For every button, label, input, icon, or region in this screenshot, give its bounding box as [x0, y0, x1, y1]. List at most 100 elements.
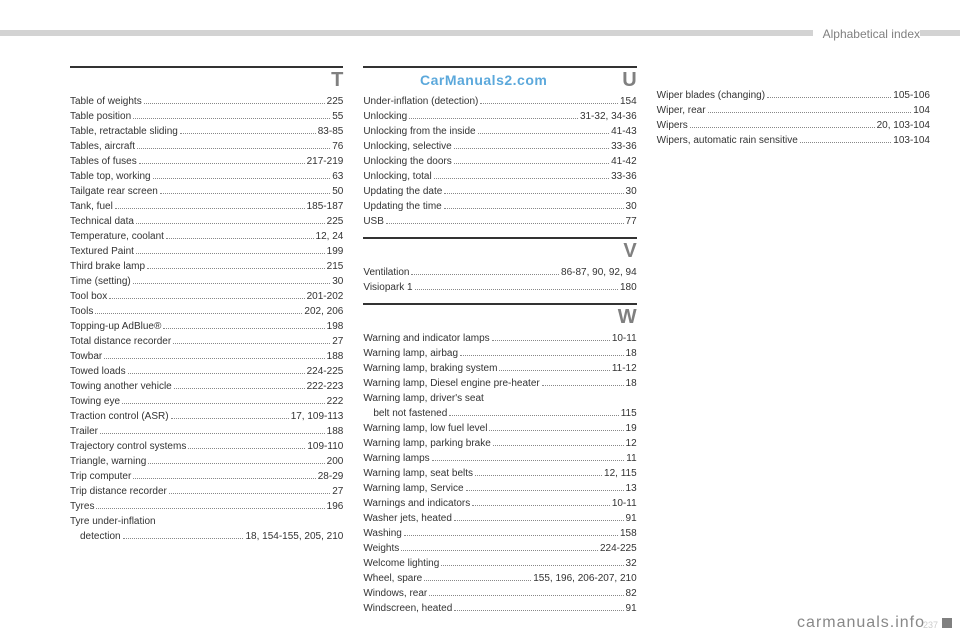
index-entry-label: Warning lamp, low fuel level: [363, 421, 487, 436]
leader-dots: [466, 490, 624, 491]
index-entry-pages: 31-32, 34-36: [580, 109, 637, 124]
index-entry-label: Visiopark 1: [363, 280, 412, 295]
index-entry-label: Textured Paint: [70, 244, 134, 259]
index-entry-label: Towing eye: [70, 394, 120, 409]
index-entry-label: Trip distance recorder: [70, 484, 167, 499]
leader-dots: [115, 208, 305, 209]
leader-dots: [188, 448, 305, 449]
index-entry-label: Technical data: [70, 214, 134, 229]
index-entry: Warning lamp, seat belts12, 115: [363, 466, 636, 481]
leader-dots: [492, 340, 610, 341]
section-letter-W: W: [363, 307, 636, 331]
index-entry-label: Tables of fuses: [70, 154, 137, 169]
index-entry: Wiper blades (changing)105-106: [657, 88, 930, 103]
index-entry-pages: 30: [626, 199, 637, 214]
column-2: UUnder-inflation (detection)154Unlocking…: [363, 58, 636, 616]
index-entry-pages: 50: [332, 184, 343, 199]
index-entry: Time (setting)30: [70, 274, 343, 289]
index-entry: Under-inflation (detection)154: [363, 94, 636, 109]
index-entry-label: Trip computer: [70, 469, 131, 484]
leader-dots: [123, 538, 244, 539]
index-entry: Washer jets, heated91: [363, 511, 636, 526]
index-entry-pages: 18, 154-155, 205, 210: [245, 529, 343, 544]
leader-dots: [109, 298, 304, 299]
index-entry: Trip computer28-29: [70, 469, 343, 484]
index-entry-pages: 33-36: [611, 169, 637, 184]
index-entry-pages: 30: [332, 274, 343, 289]
index-entry-pages: 10-11: [612, 496, 637, 511]
index-entry-pages: 158: [620, 526, 637, 541]
index-entry: Unlocking, selective33-36: [363, 139, 636, 154]
leader-dots: [133, 118, 330, 119]
index-entry-pages: 154: [620, 94, 637, 109]
index-entry-pages: 83-85: [318, 124, 344, 139]
index-entry-label: Warning lamp, Diesel engine pre-heater: [363, 376, 539, 391]
index-entry: Unlocking, total33-36: [363, 169, 636, 184]
index-entry: Welcome lighting32: [363, 556, 636, 571]
index-entry-label: Third brake lamp: [70, 259, 145, 274]
leader-dots: [404, 535, 618, 536]
index-entry-label: detection: [80, 529, 121, 544]
index-entry: Towing eye222: [70, 394, 343, 409]
index-entry: Unlocking from the inside41-43: [363, 124, 636, 139]
index-entry: Warning lamp, Diesel engine pre-heater 18: [363, 376, 636, 391]
leader-dots: [136, 253, 325, 254]
index-entry: Warning lamp, Service13: [363, 481, 636, 496]
index-entry-pages: 217-219: [307, 154, 344, 169]
leader-dots: [480, 103, 618, 104]
index-entry-label: Towbar: [70, 349, 102, 364]
leader-dots: [454, 610, 623, 611]
leader-dots: [441, 565, 623, 566]
leader-dots: [542, 385, 624, 386]
leader-dots: [454, 148, 609, 149]
index-entry-pages: 11-12: [612, 361, 637, 376]
index-entry: Table, retractable sliding83-85: [70, 124, 343, 139]
leader-dots: [139, 163, 305, 164]
index-entry-pages: 18: [626, 376, 637, 391]
leader-dots: [163, 328, 324, 329]
leader-dots: [174, 388, 305, 389]
page-number: 237: [923, 620, 938, 630]
index-entry-label: Wheel, spare: [363, 571, 422, 586]
index-entry: Towing another vehicle222-223: [70, 379, 343, 394]
leader-dots: [133, 283, 330, 284]
index-entry: Technical data225: [70, 214, 343, 229]
index-entry-pages: 63: [332, 169, 343, 184]
index-entry-label: Traction control (ASR): [70, 409, 169, 424]
index-entry-pages: 76: [332, 139, 343, 154]
index-entry-label: Washer jets, heated: [363, 511, 452, 526]
index-entry-pages: 104: [913, 103, 930, 118]
leader-dots: [415, 289, 618, 290]
index-entry-label: Trajectory control systems: [70, 439, 186, 454]
page-corner-marker: [942, 618, 952, 628]
index-entry-pages: 115: [621, 406, 637, 421]
index-entry-pages: 224-225: [600, 541, 637, 556]
section-divider: [363, 66, 636, 68]
header-title: Alphabetical index: [813, 27, 920, 41]
index-entry-pages: 199: [327, 244, 344, 259]
index-entry-label: Tyre under-inflation: [70, 514, 156, 529]
index-entry-pages: 32: [626, 556, 637, 571]
index-entry-pages: 30: [626, 184, 637, 199]
index-entry-pages: 82: [626, 586, 637, 601]
leader-dots: [147, 268, 325, 269]
index-entry-label: Tank, fuel: [70, 199, 113, 214]
leader-dots: [166, 238, 314, 239]
column-3: Wiper blades (changing)105-106Wiper, rea…: [657, 58, 930, 616]
index-entry-pages: 200: [327, 454, 344, 469]
leader-dots: [137, 148, 330, 149]
leader-dots: [434, 178, 609, 179]
index-entry: Wipers20, 103-104: [657, 118, 930, 133]
index-entry-pages: 41-42: [611, 154, 637, 169]
leader-dots: [153, 178, 331, 179]
index-entry-pages: 12, 24: [316, 229, 344, 244]
leader-dots: [169, 493, 330, 494]
leader-dots: [171, 418, 289, 419]
index-entry-label: Windows, rear: [363, 586, 427, 601]
index-entry: Trailer188: [70, 424, 343, 439]
index-entry-label: Warning lamp, seat belts: [363, 466, 473, 481]
leader-dots: [180, 133, 316, 134]
index-entry: Unlocking31-32, 34-36: [363, 109, 636, 124]
index-entry: Unlocking the doors41-42: [363, 154, 636, 169]
index-entry-label: Weights: [363, 541, 399, 556]
